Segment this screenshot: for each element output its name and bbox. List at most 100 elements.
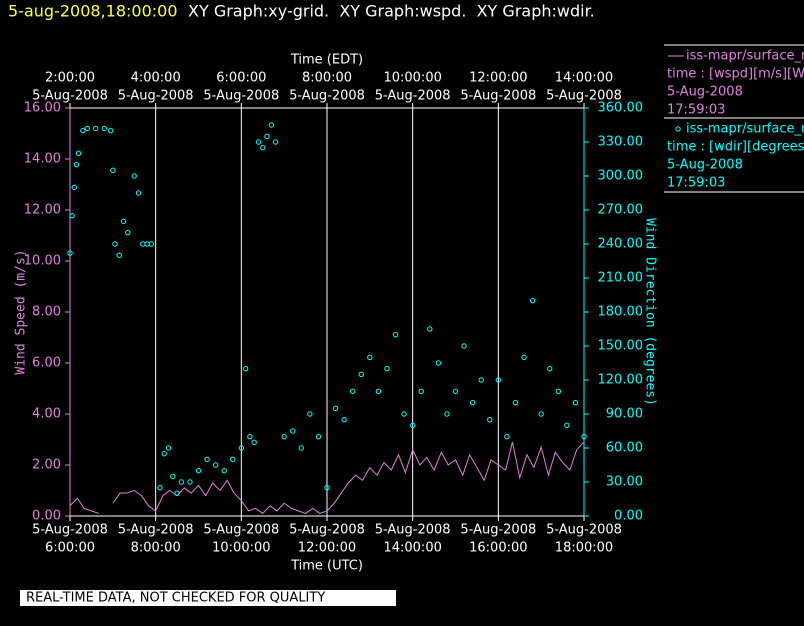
x-tick-date: 5-Aug-2008 [375,523,451,538]
wdir-point [367,354,373,361]
note: REAL-TIME DATA, NOT CHECKED FOR QUALITY [26,591,325,606]
legend-text: time : [wspd][m/s][Wind [667,67,804,82]
wdir-point [298,445,304,451]
y-tick-label: 2.00 [32,458,61,473]
x-tick-label: 6:00:00 [45,541,95,556]
x2-tick-label: 14:00:00 [555,71,613,86]
x2-tick-date: 5-Aug-2008 [118,89,194,104]
wdir-point [572,399,579,406]
y2-tick-label: 0.00 [614,509,643,524]
x2-tick-label: 2:00:00 [45,71,95,86]
wdir-point [242,365,249,372]
y-tick-label: 16.00 [24,101,61,116]
wdir-point [195,467,202,474]
wdir-point [170,473,176,480]
wdir-point [131,173,137,179]
wdir-point [101,125,107,132]
wdir-point [315,433,322,440]
y-tick-label: 14.00 [24,152,61,167]
legend-text: time : [wdir][degrees][V [667,140,804,155]
x-tick-date: 5-Aug-2008 [203,523,279,538]
wdir-point [80,127,86,134]
wdir-point [581,433,587,440]
legend-text: iss-mapr/surface_m [686,122,804,137]
x2-tick-label: 10:00:00 [383,71,441,86]
wdir-point [69,212,75,219]
wdir-point [110,167,116,174]
wdir-point [401,411,407,417]
x-tick-label: 10:00:00 [212,541,270,556]
wdir-point [350,388,356,395]
y2-axis-title: Wind Direction (degrees) [643,218,658,406]
wdir-point [148,241,155,247]
legend-text: 5-Aug-2008 [667,158,743,173]
x2-tick-date: 5-Aug-2008 [460,89,536,104]
y2-tick-label: 270.00 [598,203,644,218]
wdir-point [204,456,210,463]
y-tick-label: 6.00 [32,356,61,371]
wdir-point [161,450,167,457]
wdir-point [73,161,80,168]
wdir-point [435,360,442,366]
legend-text: 17:59:03 [667,176,725,191]
wdir-point [427,326,433,332]
wdir-point [324,484,330,491]
wdir-point [512,399,519,406]
wdir-point [452,388,459,395]
x2-tick-date: 5-Aug-2008 [289,89,365,104]
wdir-point [251,439,257,446]
x-tick-date: 5-Aug-2008 [460,523,536,538]
wdir-point [529,297,536,304]
wdir-point [418,388,424,395]
wdir-point [375,388,382,395]
x-tick-label: 18:00:00 [555,541,613,556]
wspd-line [112,441,585,515]
wdir-point [107,127,114,134]
x2-tick-date: 5-Aug-2008 [203,89,279,104]
wdir-point [495,377,502,383]
y-tick-label: 8.00 [32,305,61,320]
x-tick-date: 5-Aug-2008 [546,523,622,538]
wdir-point [521,354,527,361]
wdir-point [341,416,347,423]
x-axis-title: Time (UTC) [290,559,363,574]
x2-tick-label: 12:00:00 [469,71,527,86]
wdir-point [112,241,118,247]
x2-tick-date: 5-Aug-2008 [546,89,622,104]
wdir-point [71,184,77,191]
wdir-point [135,190,142,196]
y2-tick-label: 300.00 [598,169,644,184]
x2-tick-label: 8:00:00 [302,71,352,86]
wdir-point [255,139,262,145]
wdir-point [116,252,122,259]
wdir-point [444,411,450,417]
wdir-point [174,490,180,497]
wdir-point [125,229,131,236]
wdir-point [221,467,227,474]
y-tick-label: 4.00 [32,407,61,422]
wdir-point [538,411,544,417]
x-tick-label: 8:00:00 [131,541,181,556]
wdir-point [230,456,236,463]
wdir-point [290,428,296,434]
wdir-point [260,144,266,151]
y2-tick-label: 90.00 [606,407,643,422]
wdir-point [478,377,484,383]
wdir-point [140,241,146,247]
y2-tick-label: 150.00 [598,339,644,354]
wdir-point [281,433,287,440]
x2-tick-label: 6:00:00 [216,71,266,86]
legend-text: iss-mapr/surface_m [686,49,804,64]
x-tick-label: 12:00:00 [298,541,356,556]
y-tick-label: 10.00 [24,254,61,269]
y2-tick-label: 330.00 [598,135,644,150]
y2-tick-label: 60.00 [606,441,643,456]
x-tick-label: 16:00:00 [469,541,527,556]
x2-axis-title: Time (EDT) [290,53,363,68]
legend-text: 17:59:03 [667,103,725,118]
wdir-point [409,422,416,429]
wdir-point [144,241,150,247]
x-tick-date: 5-Aug-2008 [118,523,194,538]
wdir-point [564,422,570,429]
